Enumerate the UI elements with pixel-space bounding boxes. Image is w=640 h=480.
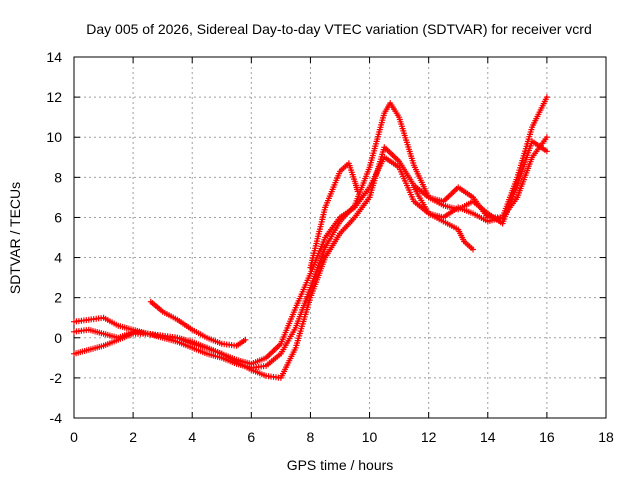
series-trace-5: [307, 160, 361, 271]
y-tick-label: 12: [46, 89, 62, 105]
y-tick-label: 14: [46, 49, 62, 65]
y-tick-label: -4: [50, 410, 63, 426]
series-line: [309, 162, 359, 269]
grid: [74, 57, 606, 418]
y-tick-label: 2: [54, 290, 62, 306]
series-line: [73, 136, 548, 365]
x-tick-label: 18: [598, 429, 614, 445]
data-point: [242, 336, 249, 343]
data-point: [543, 94, 550, 101]
x-tick-label: 2: [129, 429, 137, 445]
x-tick-label: 16: [539, 429, 555, 445]
series-trace-3: [71, 138, 550, 381]
series-trace-6: [410, 184, 476, 253]
x-tick-label: 0: [70, 429, 78, 445]
x-tick-label: 12: [421, 429, 437, 445]
data-point: [470, 246, 476, 253]
x-axis-label: GPS time / hours: [287, 457, 394, 473]
data-point: [543, 134, 550, 141]
x-tick-label: 14: [480, 429, 496, 445]
y-tick-label: 0: [54, 330, 62, 346]
x-tick-label: 4: [188, 429, 196, 445]
y-tick-label: 10: [46, 129, 62, 145]
y-tick-label: -2: [50, 370, 63, 386]
y-axis-label: SDTVAR / TECUs: [7, 182, 23, 294]
x-tick-label: 6: [247, 429, 255, 445]
axis-ticks: 0 2 4 6 8 10 12 14 16 18 -4 -2 0 2 4 6 8 10 12 14: [46, 49, 614, 445]
x-tick-label: 8: [307, 429, 315, 445]
data-point: [543, 148, 550, 155]
series-trace-4: [147, 298, 249, 349]
y-tick-label: 8: [54, 169, 62, 185]
y-tick-label: 6: [54, 209, 62, 225]
series-group: [71, 94, 550, 381]
y-tick-label: 4: [54, 250, 62, 266]
data-point: [354, 188, 361, 195]
chart-title: Day 005 of 2026, Sidereal Day-to-day VTE…: [86, 21, 592, 37]
plot-frame: [73, 56, 607, 419]
x-tick-label: 10: [362, 429, 378, 445]
